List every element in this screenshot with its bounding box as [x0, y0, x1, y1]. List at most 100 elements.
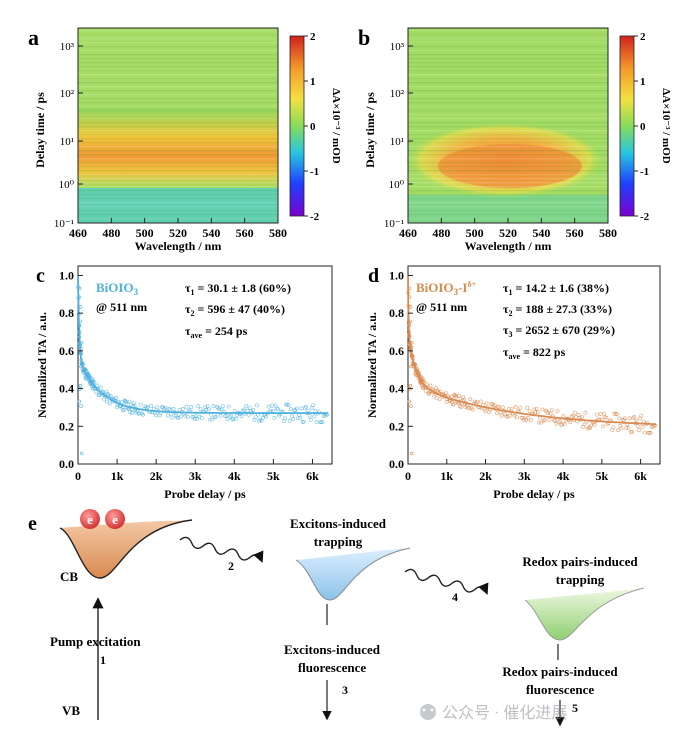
data-point — [229, 413, 234, 418]
data-point — [461, 395, 466, 400]
xtick-label: 540 — [202, 226, 220, 240]
data-point — [642, 430, 647, 435]
ytick-label: 0.8 — [389, 306, 404, 320]
heatmap-stripe — [78, 190, 278, 192]
data-point — [503, 412, 508, 417]
data-point — [215, 404, 219, 409]
ytick-label: 10² — [390, 88, 405, 100]
data-point — [286, 403, 291, 408]
xtick-label: 6k — [306, 469, 319, 483]
data-point — [510, 406, 515, 411]
heatmap-stripe — [408, 42, 608, 44]
data-point — [178, 414, 183, 419]
redox-fl-line2: fluorescence — [526, 682, 595, 697]
data-point — [131, 401, 136, 406]
heatmap-a-early-region — [78, 188, 278, 223]
data-point — [547, 417, 552, 422]
heatmap-stripe — [78, 210, 278, 212]
heatmap-stripe — [408, 98, 608, 100]
panel-c: c Normalized TA / a.u. 1.0 0.8 0.6 0.4 0.2 0.… — [35, 265, 333, 501]
ytick-label: 10¹ — [60, 136, 74, 148]
ytick-label: 0.8 — [59, 306, 74, 320]
data-point — [90, 377, 95, 382]
data-point — [308, 417, 313, 422]
heatmap-stripe — [78, 54, 278, 56]
data-point — [459, 405, 464, 410]
data-point — [468, 397, 473, 402]
heatmap-stripe — [408, 158, 608, 160]
heatmap-stripe — [408, 182, 608, 184]
data-point — [183, 413, 188, 418]
heatmap-a — [77, 27, 279, 224]
fit-line — [77, 275, 329, 414]
data-point — [299, 406, 304, 411]
data-point — [495, 411, 500, 416]
legend-d-tau3: τ3 = 2652 ± 670 (29%) — [503, 323, 615, 339]
data-point — [211, 404, 216, 409]
data-point — [170, 415, 175, 420]
xlabel-d: Probe delay / ps — [493, 487, 575, 501]
xtick-label: 0 — [75, 469, 81, 483]
heatmap-stripe — [78, 66, 278, 68]
panel-d: d Normalized TA / a.u. 1.0 0.8 0.6 0.4 0.2 0.… — [365, 265, 661, 501]
xtick-label: 3k — [518, 469, 531, 483]
heatmap-stripe — [408, 214, 608, 216]
data-point — [319, 420, 324, 425]
exciton-trap-line1: Excitons-induced — [290, 516, 387, 531]
data-point — [218, 413, 223, 418]
ytick-label: 0.0 — [389, 457, 404, 471]
xtick-label: 0 — [405, 469, 411, 483]
data-point — [283, 416, 287, 421]
heatmap-stripe — [78, 122, 278, 124]
heatmap-stripe — [78, 142, 278, 144]
colorbar-tick-label: 1 — [640, 76, 646, 88]
data-point — [630, 430, 634, 434]
data-point — [97, 393, 102, 398]
data-point — [154, 413, 158, 418]
heatmap-stripe — [408, 118, 608, 120]
heatmap-stripe — [408, 62, 608, 64]
data-point — [451, 402, 456, 407]
data-point — [312, 414, 317, 419]
heatmap-stripe — [408, 162, 608, 164]
heatmap-stripe — [78, 202, 278, 204]
heatmap-stripe — [78, 58, 278, 60]
heatmap-stripe — [408, 134, 608, 136]
data-point — [436, 389, 441, 394]
data-point — [288, 407, 293, 411]
data-point — [483, 409, 488, 414]
data-point — [595, 412, 600, 417]
xtick-label: 580 — [599, 226, 617, 240]
data-point — [145, 404, 150, 409]
data-point — [604, 415, 609, 420]
data-point — [231, 417, 236, 422]
xtick-label: 500 — [136, 226, 154, 240]
data-point — [273, 403, 278, 408]
data-point — [409, 404, 413, 408]
heatmap-stripe — [408, 114, 608, 116]
data-point — [583, 410, 588, 415]
step-2-label: 2 — [228, 559, 234, 573]
data-point — [210, 417, 215, 422]
heatmap-stripe — [78, 198, 278, 200]
xtick-label: 1k — [111, 469, 124, 483]
heatmap-stripe — [408, 174, 608, 176]
data-point — [467, 405, 472, 410]
redox-fl-line1: Redox pairs-induced — [502, 664, 618, 679]
xtick-label: 560 — [566, 226, 584, 240]
data-point — [443, 390, 448, 395]
xtick-label: 540 — [532, 226, 550, 240]
heatmap-stripe — [78, 94, 278, 96]
data-point — [423, 388, 428, 393]
heatmap-stripe — [408, 110, 608, 112]
ytick-label: 0.6 — [389, 344, 404, 358]
data-point — [106, 393, 111, 398]
data-point — [570, 413, 575, 418]
legend-c-tau2: τ2 = 596 ± 47 (40%) — [185, 302, 285, 318]
xticks-b: 460 480 500 520 540 560 580 — [399, 218, 617, 240]
yticks-c: 1.0 0.8 0.6 0.4 0.2 0.0 — [59, 268, 83, 471]
panel-b: b Delay time / ps 10³ 10² 10¹ 10⁰ 10⁻¹ 460 48… — [358, 25, 672, 253]
heatmap-stripe — [78, 42, 278, 44]
ytick-label: 10⁻¹ — [54, 218, 74, 230]
data-point — [526, 416, 531, 421]
